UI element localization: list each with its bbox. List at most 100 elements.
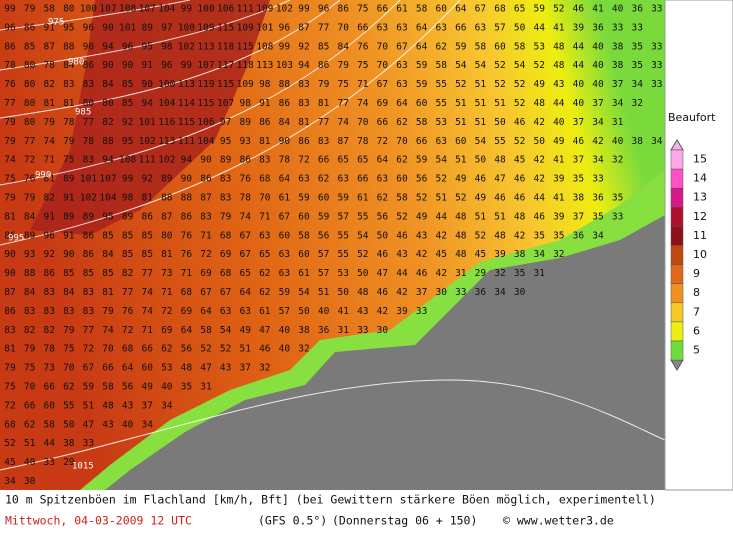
wind-value: 65: [239, 268, 250, 279]
wind-value: 80: [24, 117, 36, 128]
wind-value: 40: [279, 344, 291, 355]
wind-value: 60: [494, 41, 506, 52]
wind-value: 61: [259, 306, 271, 317]
wind-value: 59: [455, 41, 467, 52]
wind-value: 107: [99, 174, 116, 185]
wind-value: 32: [259, 363, 270, 374]
wind-value: 71: [200, 230, 212, 241]
wind-value: 72: [298, 155, 309, 166]
wind-value: 83: [4, 325, 15, 336]
wind-value: 37: [612, 79, 623, 90]
wind-value: 48: [455, 249, 467, 260]
wind-value: 35: [514, 268, 525, 279]
wind-value: 58: [43, 4, 55, 15]
wind-value: 46: [475, 174, 487, 185]
isobar-label: 985: [75, 108, 91, 118]
wind-value: 32: [494, 268, 505, 279]
wind-value: 64: [396, 98, 408, 109]
wind-value: 102: [139, 136, 156, 147]
wind-value: 83: [83, 79, 94, 90]
wind-value: 40: [24, 457, 36, 468]
wind-value: 43: [220, 363, 231, 374]
wind-value: 92: [141, 174, 152, 185]
wind-value: 46: [377, 287, 389, 298]
wind-value: 35: [631, 41, 642, 52]
wind-value: 77: [318, 22, 329, 33]
wind-value: 41: [337, 306, 349, 317]
wind-value: 95: [102, 211, 113, 222]
wind-value: 49: [533, 79, 545, 90]
legend-level: 10: [693, 248, 707, 261]
wind-value: 52: [416, 193, 427, 204]
wind-value: 63: [337, 174, 348, 185]
wind-value: 40: [161, 382, 173, 393]
wind-value: 71: [161, 287, 173, 298]
wind-value: 91: [43, 211, 55, 222]
wind-value: 33: [592, 174, 603, 185]
legend-swatch: [670, 283, 684, 304]
wind-value: 113: [158, 136, 175, 147]
wind-value: 85: [102, 230, 113, 241]
wind-value: 89: [63, 174, 75, 185]
wind-value: 43: [102, 419, 113, 430]
wind-value: 99: [122, 174, 134, 185]
wind-value: 79: [220, 211, 232, 222]
wind-value: 41: [553, 155, 565, 166]
wind-value: 58: [102, 382, 114, 393]
wind-value: 113: [178, 79, 195, 90]
wind-value: 42: [416, 249, 427, 260]
wind-value: 89: [24, 230, 36, 241]
wind-value: 84: [24, 211, 36, 222]
wind-value: 42: [533, 117, 544, 128]
wind-value: 115: [178, 117, 195, 128]
wind-value: 81: [161, 249, 173, 260]
wind-value: 85: [63, 268, 74, 279]
wind-value: 63: [239, 306, 250, 317]
wind-value: 78: [279, 155, 291, 166]
wind-value: 66: [357, 22, 369, 33]
wind-value: 88: [24, 268, 36, 279]
wind-value: 77: [318, 117, 329, 128]
wind-value: 86: [141, 211, 153, 222]
wind-value: 58: [200, 325, 212, 336]
wind-value: 84: [24, 287, 36, 298]
wind-value: 70: [102, 344, 114, 355]
wind-value: 68: [220, 230, 232, 241]
wind-value: 55: [337, 230, 348, 241]
isobar-label: 1015: [72, 462, 94, 472]
wind-value: 62: [259, 268, 270, 279]
wind-value: 78: [83, 136, 95, 147]
wind-value: 96: [318, 4, 330, 15]
wind-value: 104: [197, 136, 214, 147]
wind-value: 63: [396, 22, 407, 33]
wind-value: 70: [259, 193, 271, 204]
wind-value: 46: [259, 344, 271, 355]
wind-value: 50: [298, 306, 310, 317]
legend-swatch: [670, 245, 684, 265]
wind-value: 52: [357, 249, 368, 260]
legend-swatch: [670, 264, 684, 284]
wind-value: 85: [141, 230, 152, 241]
wind-value: 99: [279, 41, 291, 52]
wind-value: 88: [279, 79, 291, 90]
wind-value: 44: [553, 98, 565, 109]
wind-value: 62: [24, 419, 35, 430]
legend-level: 7: [693, 305, 700, 318]
wind-value: 34: [494, 287, 506, 298]
wind-value: 65: [357, 155, 368, 166]
wind-value: 72: [200, 249, 211, 260]
wind-value: 78: [239, 193, 251, 204]
wind-value: 38: [612, 41, 624, 52]
wind-value: 42: [396, 287, 407, 298]
wind-value: 90: [4, 249, 16, 260]
wind-value: 86: [83, 230, 95, 241]
wind-value: 49: [141, 382, 153, 393]
wind-value: 57: [494, 22, 505, 33]
wind-value: 51: [455, 117, 467, 128]
wind-value: 34: [631, 79, 643, 90]
wind-value: 37: [573, 211, 584, 222]
wind-value: 92: [122, 117, 133, 128]
wind-value: 88: [63, 41, 75, 52]
wind-value: 47: [377, 268, 388, 279]
wind-value: 90: [4, 268, 16, 279]
